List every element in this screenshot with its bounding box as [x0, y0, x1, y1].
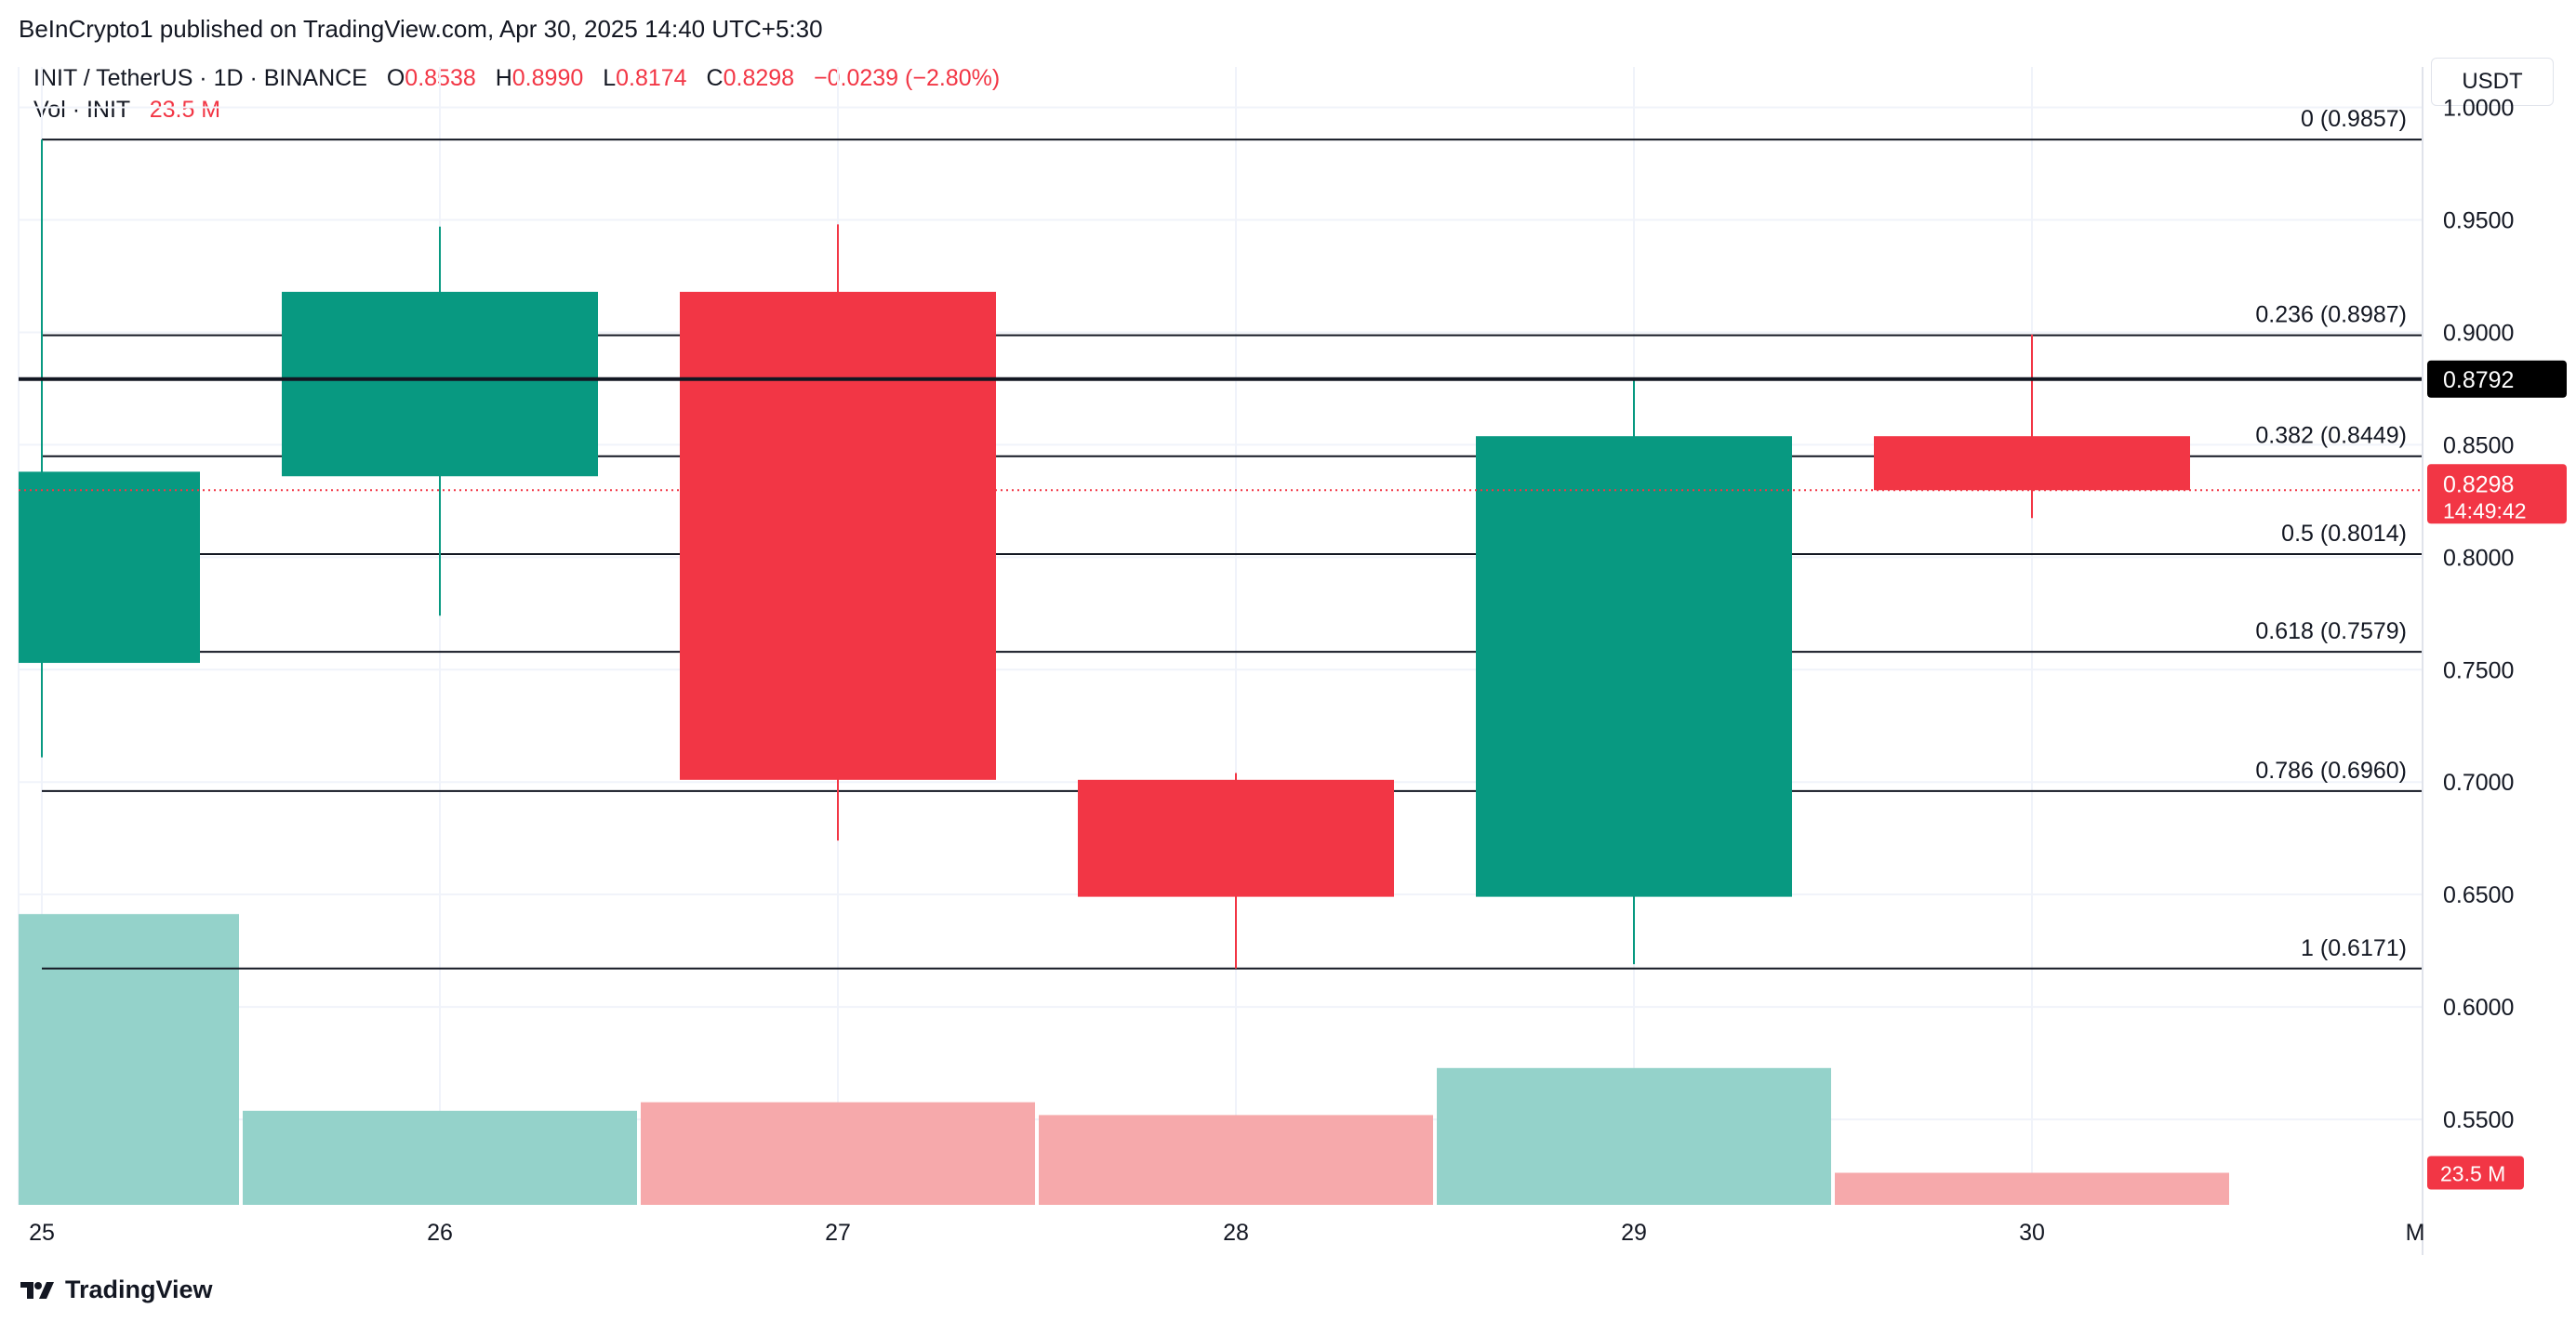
y-tick-label: 0.9000	[2443, 320, 2514, 346]
y-tick-label: 0.8500	[2443, 432, 2514, 458]
y-tick-label: 1.0000	[2443, 96, 2514, 122]
tradingview-logo-icon	[20, 1281, 54, 1299]
published-by-text: BeInCrypto1 published on TradingView.com…	[19, 15, 823, 43]
y-tick-label: 0.6000	[2443, 995, 2514, 1021]
y-tick-label: 0.5500	[2443, 1107, 2514, 1133]
x-tick-label: 25	[29, 1220, 55, 1246]
currency-button[interactable]: USDT	[2431, 58, 2554, 106]
volume-legend: Vol · INIT 23.5 M	[33, 97, 220, 124]
x-tick-label: 27	[825, 1220, 851, 1246]
price-chart[interactable]: 0 (0.9857) 0.236 (0.8987) 0.382 (0.8449) 0.…	[0, 0, 2576, 1264]
volume-badge-label: 23.5 M	[2440, 1162, 2505, 1186]
x-tick-label: 30	[2019, 1220, 2045, 1246]
volume-label[interactable]: Vol · INIT	[33, 97, 130, 123]
volume-badge	[2427, 1156, 2524, 1190]
last-price-badge	[2427, 464, 2567, 524]
y-tick-label: 0.7000	[2443, 770, 2514, 796]
volume-value: 23.5 M	[149, 97, 221, 123]
horizontal-line-price-badge	[2427, 360, 2567, 398]
fib-label-0-236: 0.236 (0.8987)	[2255, 302, 2407, 328]
fib-label-0: 0 (0.9857)	[2301, 106, 2407, 132]
volume-bar	[243, 1110, 637, 1205]
close-value: 0.8298	[723, 65, 795, 91]
y-tick-label: 0.8000	[2443, 545, 2514, 571]
volume-bar	[19, 914, 239, 1205]
volume-bar	[641, 1102, 1035, 1205]
candle-body[interactable]	[19, 471, 200, 664]
tradingview-footer[interactable]: TradingView	[19, 1276, 213, 1304]
volume-bar	[1437, 1067, 1831, 1205]
candle-body[interactable]	[680, 291, 996, 780]
fib-label-0-618: 0.618 (0.7579)	[2255, 618, 2407, 644]
high-label: H	[495, 65, 512, 91]
fib-label-1: 1 (0.6171)	[2301, 935, 2407, 961]
candle-body[interactable]	[1078, 779, 1394, 897]
low-value: 0.8174	[616, 65, 687, 91]
symbol-name[interactable]: INIT / TetherUS · 1D · BINANCE	[33, 65, 367, 91]
x-tick-label-month: M	[2406, 1220, 2425, 1246]
volume-bar	[1835, 1172, 2229, 1205]
candle-body[interactable]	[1874, 436, 2190, 491]
fib-label-0-786: 0.786 (0.6960)	[2255, 758, 2407, 784]
candle-body[interactable]	[282, 291, 598, 477]
open-label: O	[386, 65, 405, 91]
high-value: 0.8990	[511, 65, 584, 91]
low-label: L	[603, 65, 617, 91]
x-tick-label: 29	[1621, 1220, 1647, 1246]
last-price-label: 0.8298	[2443, 471, 2514, 497]
y-tick-label: 0.6500	[2443, 882, 2514, 908]
volume-bar	[1039, 1115, 1433, 1205]
fib-label-0-382: 0.382 (0.8449)	[2255, 423, 2407, 449]
horizontal-line-price-label: 0.8792	[2443, 367, 2514, 393]
countdown-label: 14:49:42	[2443, 498, 2527, 522]
close-label: C	[706, 65, 724, 91]
x-tick-label: 28	[1223, 1220, 1249, 1246]
change-value: −0.0239 (−2.80%)	[814, 65, 1001, 91]
candle-body[interactable]	[1476, 436, 1792, 897]
symbol-legend: INIT / TetherUS · 1D · BINANCE O0.8538 H…	[33, 65, 1000, 92]
fib-label-0-5: 0.5 (0.8014)	[2281, 521, 2407, 547]
y-tick-label: 0.9500	[2443, 207, 2514, 233]
y-tick-label: 0.7500	[2443, 657, 2514, 683]
x-tick-label: 26	[427, 1220, 453, 1246]
tradingview-brand: TradingView	[65, 1276, 213, 1303]
